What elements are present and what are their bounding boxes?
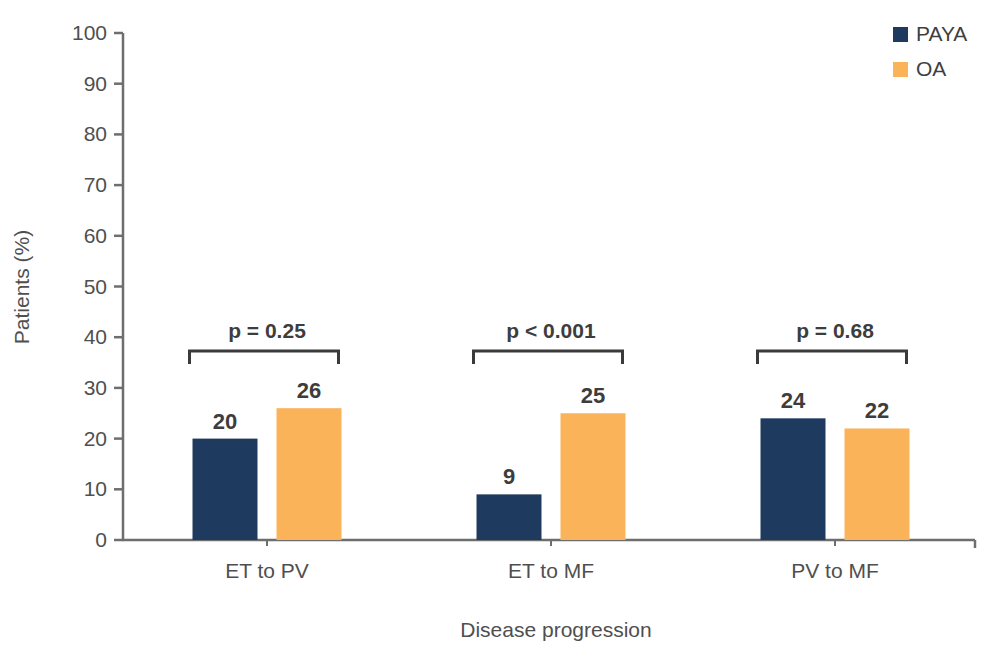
grouped-bar-chart-figure: 0 10 20 30 40 50 60 70 80 90 100 ET to PV 20 26 p = 0.…	[0, 0, 1000, 655]
p-value-label: p = 0.68	[796, 319, 874, 342]
y-tick-label: 90	[84, 72, 107, 95]
bar-oa-pv-to-mf	[845, 428, 910, 540]
bar-paya-et-to-mf	[477, 494, 542, 540]
y-tick-label: 100	[72, 21, 107, 44]
y-axis-title: Patients (%)	[10, 230, 33, 344]
x-axis-title: Disease progression	[460, 618, 651, 641]
bar-value-label: 24	[781, 388, 806, 413]
y-tick-label: 60	[84, 224, 107, 247]
bar-paya-et-to-pv	[193, 439, 258, 540]
y-tick-label: 20	[84, 427, 107, 450]
bar-value-label: 26	[297, 378, 321, 403]
x-category-label: ET to MF	[508, 559, 594, 582]
significance-bracket	[190, 351, 339, 364]
y-tick-label: 40	[84, 325, 107, 348]
significance-bracket	[758, 351, 907, 364]
chart-canvas: 0 10 20 30 40 50 60 70 80 90 100 ET to PV 20 26 p = 0.…	[0, 0, 1000, 655]
y-tick-label: 10	[84, 477, 107, 500]
y-tick-label: 0	[95, 528, 107, 551]
y-tick-label: 80	[84, 122, 107, 145]
p-value-label: p = 0.25	[228, 319, 306, 342]
y-tick-label: 30	[84, 376, 107, 399]
bar-value-label: 22	[865, 398, 889, 423]
bar-value-label: 20	[213, 409, 237, 434]
p-value-label: p < 0.001	[506, 319, 596, 342]
x-category-label: ET to PV	[225, 559, 309, 582]
bar-value-label: 9	[503, 464, 515, 489]
y-tick-label: 70	[84, 173, 107, 196]
bar-paya-pv-to-mf	[761, 418, 826, 540]
significance-bracket	[474, 351, 623, 364]
legend-label-paya: PAYA	[916, 22, 967, 45]
bar-oa-et-to-pv	[277, 408, 342, 540]
legend-swatch-oa	[893, 62, 908, 77]
legend-swatch-paya	[893, 27, 908, 42]
y-tick-label: 50	[84, 275, 107, 298]
x-category-label: PV to MF	[791, 559, 879, 582]
bar-oa-et-to-mf	[561, 413, 626, 540]
bar-value-label: 25	[581, 383, 605, 408]
legend-label-oa: OA	[916, 57, 946, 80]
legend: PAYA OA	[893, 22, 967, 80]
